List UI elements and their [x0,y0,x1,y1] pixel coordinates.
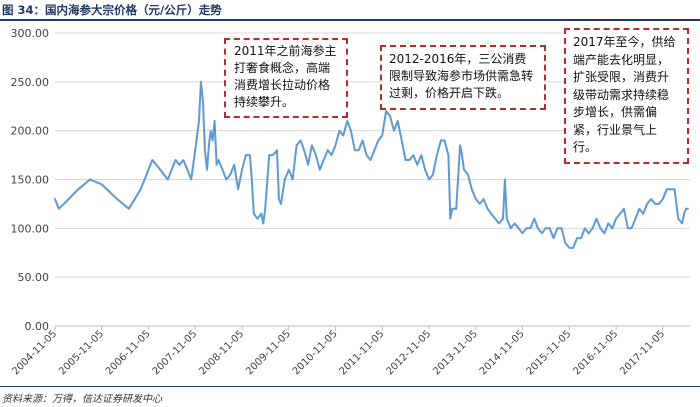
y-tick-label: 300.00 [11,27,50,40]
x-tick-label: 2010-11-05 [291,328,340,377]
y-tick-label: 50.00 [18,271,50,284]
chart-title: 图 34：国内海参大宗价格（元/公斤）走势 [2,3,222,17]
x-tick-label: 2006-11-05 [104,328,153,377]
price-series-line [54,80,689,249]
x-tick-label: 2016-11-05 [571,328,620,377]
title-rule [0,19,700,21]
x-tick-label: 2012-11-05 [384,328,433,377]
x-tick-label: 2004-11-05 [10,328,59,377]
y-tick-label: 100.00 [11,222,50,235]
y-tick-label: 250.00 [11,76,50,89]
source-rule [0,386,700,387]
x-tick-label: 2011-11-05 [338,328,387,377]
x-tick-label: 2013-11-05 [431,328,480,377]
x-tick-label: 2005-11-05 [57,328,106,377]
y-tick-label: 0.00 [25,320,50,333]
y-tick-label: 200.00 [11,125,50,138]
x-tick-label: 2008-11-05 [197,328,246,377]
x-tick-label: 2015-11-05 [525,328,574,377]
annotation-2017-onward: 2017年至今，供给端产能去化明显，扩张受限，消费升级带动需求持续稳步增长，供需… [564,28,689,164]
source-note: 资料来源：万得，信达证券研发中心 [2,394,162,405]
x-tick-label: 2007-11-05 [151,328,200,377]
annotation-2012-2016: 2012-2016年，三公消费限制导致海参市场供需急转过剩，价格开启下跌。 [380,45,546,110]
y-tick-label: 150.00 [11,174,50,187]
x-tick-label: 2009-11-05 [244,328,293,377]
x-tick-label: 2014-11-05 [478,328,527,377]
annotation-pre-2011: 2011年之前海参主打奢食概念，高端消费增长拉动价格持续攀升。 [224,38,348,118]
x-tick-label: 2017-11-05 [618,328,667,377]
